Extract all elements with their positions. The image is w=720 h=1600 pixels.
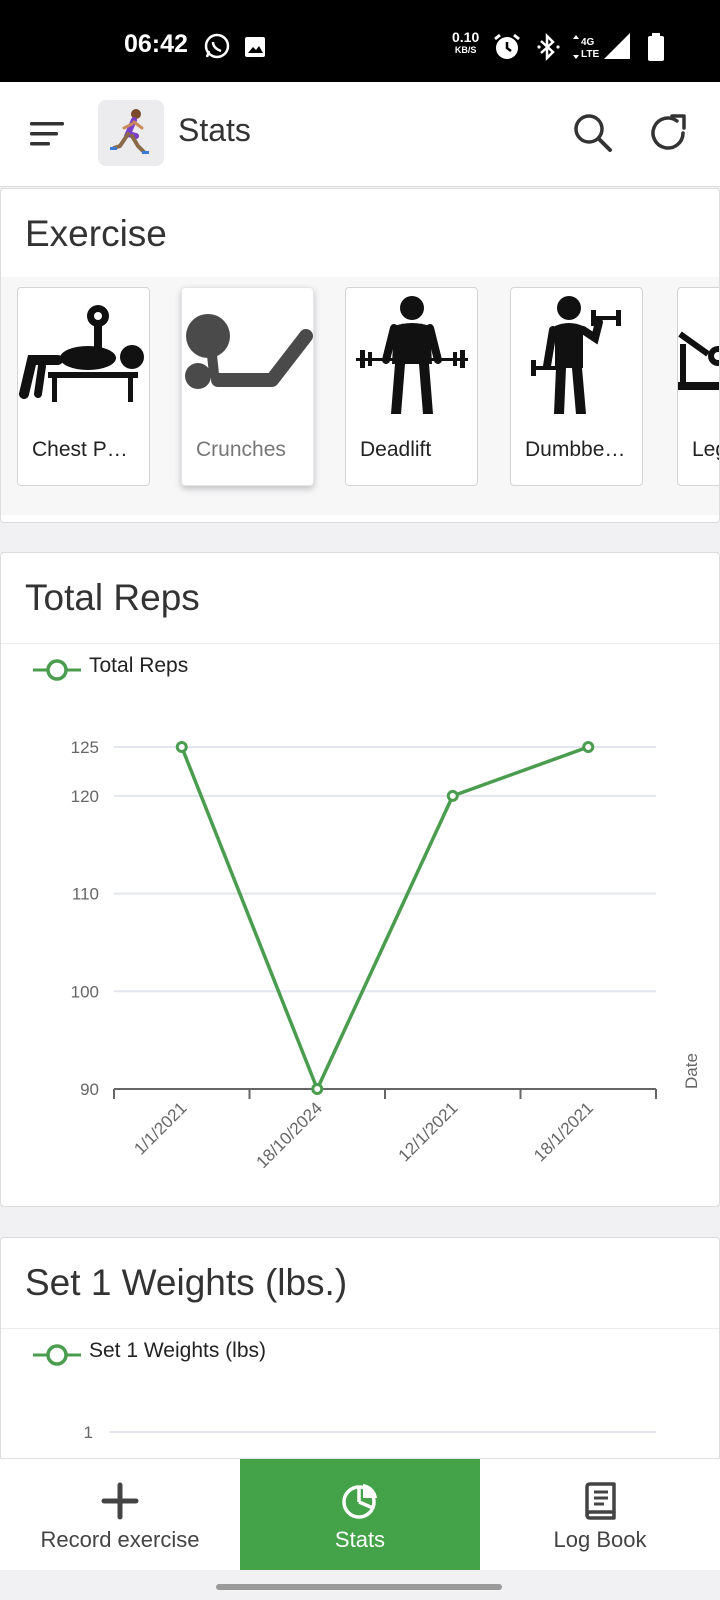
exercise-tile-leg-press[interactable]: Leg: [677, 287, 719, 486]
legend-label: Total Reps: [89, 654, 189, 677]
app-bar: Stats: [0, 82, 720, 187]
exercise-tile-crunches[interactable]: Crunches: [181, 287, 314, 486]
data-point: [311, 1083, 324, 1095]
legend-label: Set 1 Weights (lbs): [89, 1339, 267, 1362]
crunches-icon: [185, 314, 313, 389]
y-tick-label: 100: [71, 982, 99, 1001]
svg-text:4G: 4G: [581, 37, 595, 48]
exercise-tile-dumbbell[interactable]: Dumbbe…: [510, 287, 643, 486]
y-tick-label: 1: [84, 1423, 93, 1442]
y-tick-label: 110: [72, 885, 99, 904]
app-logo: [98, 100, 164, 166]
status-time: 06:42: [124, 30, 188, 58]
network-speed: 0.10 KB/S: [452, 29, 480, 57]
battery-icon: [648, 33, 664, 61]
bench-press-icon: [19, 305, 144, 402]
x-tick-label: 1/1/2021: [130, 1098, 190, 1158]
data-point: [446, 789, 459, 802]
gesture-bar[interactable]: [216, 1584, 502, 1590]
whatsapp-icon: [204, 33, 230, 59]
exercise-label: Leg: [692, 438, 719, 461]
nav-label: Stats: [334, 1527, 386, 1552]
nav-record-exercise[interactable]: Record exercise: [0, 1459, 240, 1571]
nav-log-book[interactable]: Log Book: [480, 1459, 720, 1571]
speed-value: 0.10: [452, 29, 480, 45]
chart-legend[interactable]: Total Reps: [33, 654, 188, 688]
legend-marker: [33, 659, 81, 681]
nav-stats[interactable]: Stats: [240, 1459, 480, 1571]
x-tick-label: 18/1/2021: [530, 1098, 597, 1165]
bluetooth-icon: [537, 33, 560, 61]
dumbbell-icon: [531, 296, 621, 414]
gesture-area: [0, 1570, 720, 1600]
exercise-label: Chest P…: [32, 438, 128, 461]
menu-icon[interactable]: [28, 118, 68, 150]
lte-icon: 4G LTE: [573, 35, 599, 60]
alarm-icon: [494, 33, 520, 59]
weights-chart: 1: [84, 1423, 656, 1442]
y-tick-label: 120: [71, 787, 99, 806]
total-reps-card: Total Reps Total Reps 90 100 110 120 125 1/1/…: [0, 552, 720, 1207]
runner-logo: [110, 109, 149, 154]
bottom-navigation: Record exercise Stats Log Book: [0, 1458, 720, 1571]
nav-label: Record exercise: [40, 1527, 200, 1552]
pie-chart-icon: [342, 1484, 377, 1519]
image-icon: [245, 37, 265, 57]
exercise-tile-chest-press[interactable]: Chest P…: [17, 287, 150, 486]
page-title: Stats: [178, 112, 251, 148]
book-icon: [585, 1482, 616, 1520]
status-bar: 06:42 0.10 KB/S 4G LTE: [0, 0, 720, 82]
divider: [1, 1328, 719, 1329]
exercise-label: Dumbbe…: [525, 438, 626, 461]
exercise-label: Deadlift: [360, 438, 432, 461]
data-point: [175, 741, 188, 753]
leg-press-icon: [678, 331, 719, 390]
signal-icon: [604, 33, 630, 59]
total-reps-chart: 90 100 110 120 125 1/1/2021 18/10/2024 12/1/202…: [71, 738, 701, 1172]
exercise-label: Crunches: [196, 438, 286, 461]
y-tick-label: 125: [71, 738, 99, 757]
exercise-list[interactable]: Chest P… Crunches Deadlift: [1, 277, 719, 515]
series-line: [180, 745, 589, 1091]
weights-title: Set 1 Weights (lbs.): [25, 1262, 348, 1303]
x-tick-label: 18/10/2024: [252, 1098, 326, 1172]
exercise-card: Exercise Chest P…: [0, 188, 720, 523]
search-icon[interactable]: [570, 110, 616, 156]
chart-legend[interactable]: Set 1 Weights (lbs): [33, 1339, 266, 1373]
data-point: [582, 741, 595, 753]
y-tick-label: 90: [80, 1080, 99, 1099]
plus-icon: [101, 1482, 139, 1520]
total-reps-title: Total Reps: [25, 577, 200, 618]
weights-card: Set 1 Weights (lbs.) Set 1 Weights (lbs)…: [0, 1237, 720, 1497]
x-tick-label: 12/1/2021: [395, 1098, 462, 1165]
nav-label: Log Book: [553, 1527, 647, 1552]
x-axis-title: Date: [682, 1053, 701, 1089]
deadlift-icon: [356, 296, 468, 414]
divider: [1, 643, 719, 644]
exercise-card-title: Exercise: [25, 213, 167, 254]
speed-unit: KB/S: [454, 45, 477, 55]
legend-marker: [33, 1344, 81, 1366]
exercise-tile-deadlift[interactable]: Deadlift: [345, 287, 478, 486]
refresh-icon[interactable]: [646, 110, 692, 156]
svg-text:LTE: LTE: [581, 49, 599, 60]
